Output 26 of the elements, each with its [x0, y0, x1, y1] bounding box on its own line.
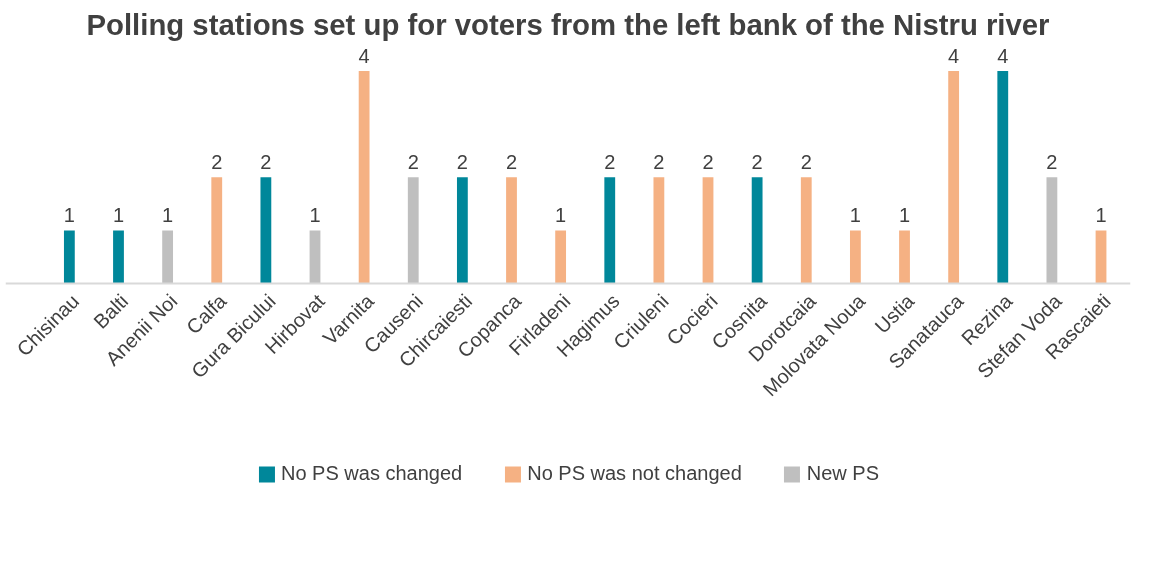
data-label: 4 — [997, 44, 1009, 67]
data-label: 2 — [211, 150, 223, 173]
data-label: 1 — [1095, 203, 1107, 226]
legend-label: No PS was changed — [280, 462, 463, 485]
data-label: 2 — [1046, 150, 1058, 173]
data-label: 2 — [653, 150, 665, 173]
legend-label: New PS — [806, 462, 880, 485]
chart-title: Polling stations set up for voters from the left bank of the Nistru river — [86, 7, 1050, 41]
data-label: 2 — [800, 150, 812, 173]
legend-label: No PS was not changed — [527, 462, 742, 485]
data-label: 1 — [112, 203, 125, 226]
data-label: 4 — [948, 44, 960, 67]
data-label: 2 — [456, 150, 468, 173]
data-label: 1 — [63, 203, 75, 226]
data-label: 1 — [309, 203, 321, 226]
data-label: 1 — [849, 203, 861, 226]
data-label: 2 — [702, 150, 714, 173]
data-label: 1 — [555, 203, 567, 226]
data-label: 1 — [162, 203, 174, 226]
data-label: 2 — [751, 150, 763, 173]
data-label: 2 — [407, 150, 419, 173]
data-label: 2 — [505, 150, 518, 173]
data-label: 2 — [604, 150, 616, 173]
data-label: 4 — [358, 44, 370, 67]
data-label: 2 — [260, 150, 272, 173]
data-label: 1 — [898, 203, 911, 226]
